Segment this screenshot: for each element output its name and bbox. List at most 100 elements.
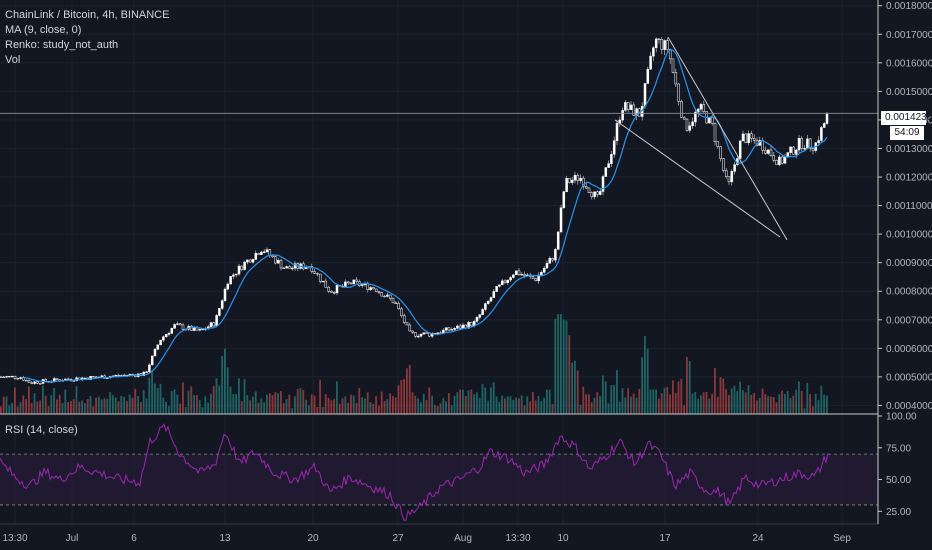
candle-body <box>313 271 316 274</box>
vol-legend[interactable]: Vol <box>5 54 21 66</box>
candle-body <box>388 294 392 299</box>
volume-bar <box>106 398 109 414</box>
candle-body <box>716 141 720 147</box>
volume-bar <box>235 394 237 414</box>
candle-body <box>688 125 692 131</box>
volume-bar <box>364 398 366 414</box>
candle-body <box>327 287 330 292</box>
volume-bar <box>660 393 663 414</box>
trendlines[interactable] <box>614 36 788 241</box>
candle-body <box>554 249 557 261</box>
candle-body <box>624 102 627 111</box>
trendline-upper[interactable] <box>667 36 788 241</box>
candle-body <box>444 327 448 331</box>
volume-bar <box>263 402 265 414</box>
time-tick-label: Jul <box>66 533 79 544</box>
volume-bar <box>299 387 302 414</box>
volume-bar <box>338 403 341 414</box>
symbol-title[interactable]: ChainLink / Bitcoin, 4h, BINANCE <box>5 9 170 21</box>
candle-body <box>702 104 706 112</box>
volume-bar <box>652 389 655 414</box>
volume-bar <box>445 401 447 414</box>
candle-body <box>198 329 202 331</box>
candle-body <box>534 278 538 282</box>
volume-bar <box>123 396 125 414</box>
ma-legend[interactable]: MA (9, close, 0) <box>5 24 82 36</box>
trendline-lower[interactable] <box>614 119 781 238</box>
volume-bar <box>512 399 515 414</box>
volume-bar <box>47 406 50 414</box>
volume-bar <box>350 394 352 414</box>
volume-bar <box>630 396 632 414</box>
candle-body <box>646 68 650 84</box>
candle-body <box>612 140 616 155</box>
volume-bar <box>761 388 764 414</box>
candle-body <box>0 376 3 378</box>
candle-body <box>178 323 182 326</box>
volume-bar <box>310 394 313 414</box>
candle-body <box>330 291 333 293</box>
candle-body <box>92 376 95 378</box>
volume-bar <box>308 405 310 414</box>
volume-bar <box>576 370 579 414</box>
volume-bar <box>624 397 627 414</box>
volume-bar <box>302 389 305 414</box>
volume-bar <box>89 396 92 414</box>
candle-body <box>590 192 594 198</box>
time-axis[interactable]: 13:30 Jul 6 13 20 27 Aug 13:30 10 17 24 Sep <box>2 533 851 544</box>
candle-body <box>509 277 512 281</box>
volume-bar <box>168 406 170 414</box>
candle-body <box>414 332 417 337</box>
candle-body <box>265 249 269 253</box>
volume-bar <box>588 394 590 414</box>
volume-bar <box>8 405 11 414</box>
candle-body <box>274 256 277 264</box>
volume-bar <box>383 400 386 414</box>
volume-bar <box>750 395 753 414</box>
chart-legend: ChainLink / Bitcoin, 4h, BINANCE MA (9, … <box>5 8 169 68</box>
volume-bar <box>282 403 285 414</box>
volume-bar <box>649 389 652 414</box>
volume-bar <box>820 385 823 414</box>
candle-body <box>290 267 294 270</box>
rsi-legend[interactable]: RSI (14, close) <box>5 424 78 436</box>
volume-bar <box>324 393 327 414</box>
candle-body <box>601 176 605 192</box>
volume-bar <box>730 388 733 414</box>
volume-bar <box>593 397 596 414</box>
volume-bar <box>196 395 198 414</box>
volume-bar <box>722 378 725 414</box>
rsi-band <box>0 454 878 505</box>
renko-legend[interactable]: Renko: study_not_auth <box>5 39 119 51</box>
grid-lines <box>0 0 878 524</box>
candle-body <box>8 375 11 378</box>
volume-bar <box>492 382 495 414</box>
rsi-tick-label: 75.00 <box>886 443 911 454</box>
volume-bar <box>546 389 548 414</box>
volume-bar <box>162 397 165 414</box>
volume-bar <box>33 393 36 414</box>
candle-body <box>520 274 524 276</box>
candle-body <box>218 308 221 316</box>
volume-bar <box>114 397 117 414</box>
volume-bar <box>638 389 641 414</box>
rsi-axis[interactable]: 100.00 75.00 50.00 25.00 <box>878 412 917 518</box>
candle-body <box>2 376 6 378</box>
candle-body <box>167 333 171 335</box>
candle-body <box>598 191 602 195</box>
candle-body <box>391 298 395 304</box>
candle-body <box>332 292 336 294</box>
candle-body <box>352 279 356 285</box>
volume-bar <box>193 394 195 414</box>
countdown-badge: 54:09 <box>890 126 924 140</box>
candle-body <box>475 317 479 322</box>
volume-bar <box>341 398 344 414</box>
volume-bar <box>386 399 389 414</box>
candles[interactable] <box>0 37 829 385</box>
candle-body <box>44 379 48 382</box>
time-tick-label: Aug <box>454 533 472 544</box>
